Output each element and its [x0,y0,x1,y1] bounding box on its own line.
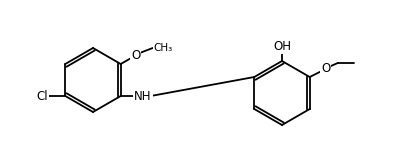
Text: NH: NH [134,89,152,103]
Text: Cl: Cl [37,89,48,103]
Text: O: O [321,61,330,75]
Text: O: O [131,49,140,61]
Text: CH₃: CH₃ [154,43,173,53]
Text: OH: OH [273,39,291,53]
